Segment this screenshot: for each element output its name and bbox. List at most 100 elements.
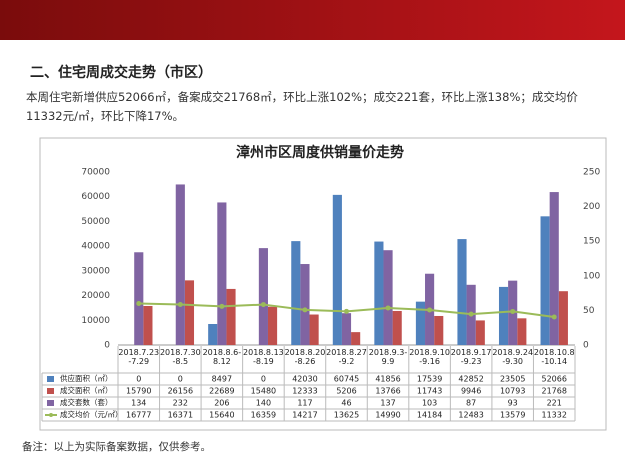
table-value: 93 bbox=[508, 399, 518, 408]
header-band bbox=[0, 0, 625, 40]
table-value: 137 bbox=[380, 399, 395, 408]
legend-swatch bbox=[47, 388, 54, 394]
line-point bbox=[427, 307, 433, 313]
table-value: 5206 bbox=[336, 387, 356, 396]
table-value: 13579 bbox=[500, 411, 525, 420]
table-value: 60745 bbox=[334, 375, 359, 384]
y2-tick-label: 50 bbox=[583, 306, 595, 316]
bar bbox=[540, 216, 550, 345]
bar bbox=[143, 305, 153, 345]
y-tick-label: 20000 bbox=[81, 291, 110, 301]
table-value: 140 bbox=[256, 399, 271, 408]
legend-swatch bbox=[47, 376, 54, 382]
table-value: 22689 bbox=[209, 387, 234, 396]
y-tick-label: 30000 bbox=[81, 266, 110, 276]
y-tick-label: 50000 bbox=[81, 217, 110, 227]
x-tick-label: 2018.8.20-8.26 bbox=[284, 348, 326, 366]
x-tick-box: 2018.10.8-10.14 bbox=[533, 348, 575, 366]
legend-label: 供应面积（㎡） bbox=[60, 373, 113, 383]
line-point bbox=[136, 301, 142, 307]
table-value: 206 bbox=[214, 399, 229, 408]
table-value: 14217 bbox=[292, 411, 317, 420]
bar bbox=[208, 324, 218, 345]
bar bbox=[226, 288, 236, 345]
x-tick-label: 2018.7.30-8.5 bbox=[159, 348, 201, 366]
legend-swatch bbox=[49, 413, 53, 417]
line-point bbox=[385, 305, 391, 311]
section-title: 二、住宅周成交走势（市区） bbox=[30, 64, 212, 81]
line-point bbox=[219, 303, 225, 309]
bar bbox=[392, 310, 402, 345]
y2-tick-label: 200 bbox=[583, 202, 600, 212]
legend-label: 成交套数（套） bbox=[60, 397, 113, 407]
table-value: 14184 bbox=[417, 411, 442, 420]
x-tick-label: 2018.8.13-8.19 bbox=[243, 348, 284, 366]
y2-tick-label: 0 bbox=[583, 341, 589, 351]
bar bbox=[291, 241, 301, 345]
table-value: 10793 bbox=[500, 387, 525, 396]
table-value: 12333 bbox=[292, 387, 317, 396]
x-tick-label: 2018.7.23-7.29 bbox=[118, 348, 160, 366]
bar bbox=[267, 306, 278, 345]
x-tick-label: 2018.10.8-10.14 bbox=[533, 348, 575, 366]
line-point bbox=[468, 311, 474, 317]
table-value: 15640 bbox=[209, 411, 234, 420]
bar bbox=[434, 315, 444, 345]
x-tick-label: 2018.8.27-9.2 bbox=[326, 348, 367, 366]
table-value: 16777 bbox=[126, 411, 151, 420]
table-value: 42852 bbox=[458, 375, 483, 384]
x-tick-label: 2018.9.3-9.9 bbox=[368, 348, 408, 366]
line-point bbox=[510, 308, 516, 314]
bar bbox=[309, 314, 319, 345]
table-value: 9946 bbox=[461, 387, 481, 396]
bar bbox=[332, 194, 342, 345]
table-value: 11332 bbox=[542, 411, 567, 420]
bar bbox=[217, 202, 227, 345]
table-value: 14990 bbox=[375, 411, 400, 420]
bar bbox=[475, 320, 485, 345]
chart-title: 漳州市区周度供销量价走势 bbox=[236, 144, 404, 161]
table-value: 0 bbox=[261, 375, 266, 384]
x-tick-box: 2018.9.17-9.23 bbox=[450, 348, 492, 366]
x-tick-box: 2018.7.23-7.29 bbox=[118, 348, 160, 366]
y2-tick-label: 150 bbox=[583, 237, 600, 247]
y-tick-label: 10000 bbox=[81, 316, 110, 326]
bar bbox=[134, 252, 144, 345]
line-point bbox=[260, 302, 266, 308]
bar bbox=[558, 291, 568, 345]
y2-tick-label: 100 bbox=[583, 271, 600, 281]
x-tick-label: 2018.9.17-9.23 bbox=[450, 348, 492, 366]
table-value: 12483 bbox=[458, 411, 483, 420]
table-value: 11743 bbox=[417, 387, 442, 396]
bar bbox=[175, 184, 185, 345]
summary-box: 本周住宅新增供应52066㎡，备案成交21768㎡，环比上涨102%；成交221… bbox=[26, 90, 578, 123]
table-value: 17539 bbox=[417, 375, 442, 384]
bar bbox=[351, 332, 361, 345]
summary: 本周住宅新增供应52066㎡，备案成交21768㎡，环比上涨102%；成交221… bbox=[26, 90, 578, 123]
table-value: 87 bbox=[466, 399, 476, 408]
legend-swatch bbox=[47, 400, 54, 406]
bar bbox=[258, 248, 268, 345]
y-tick-label: 40000 bbox=[81, 242, 110, 252]
table-value: 41856 bbox=[375, 375, 400, 384]
bar bbox=[498, 286, 509, 345]
x-tick-label: 2018.8.6-8.12 bbox=[202, 348, 242, 366]
bar bbox=[457, 239, 467, 345]
x-tick-box: 2018.9.10-9.16 bbox=[409, 348, 450, 366]
line-point bbox=[344, 308, 349, 314]
y-tick-label: 60000 bbox=[81, 192, 110, 202]
table-value: 26156 bbox=[168, 387, 193, 396]
x-tick-box: 2018.8.6-8.12 bbox=[202, 348, 242, 366]
table-value: 15480 bbox=[251, 387, 276, 396]
table-value: 0 bbox=[178, 375, 183, 384]
table-value: 103 bbox=[422, 399, 437, 408]
table-value: 16371 bbox=[168, 411, 193, 420]
bar bbox=[300, 264, 310, 345]
line-point bbox=[551, 314, 557, 320]
table-value: 42030 bbox=[292, 375, 317, 384]
bar bbox=[549, 192, 559, 345]
line-point bbox=[302, 307, 308, 313]
y-tick-label: 70000 bbox=[81, 168, 110, 178]
table-value: 15790 bbox=[126, 387, 151, 396]
